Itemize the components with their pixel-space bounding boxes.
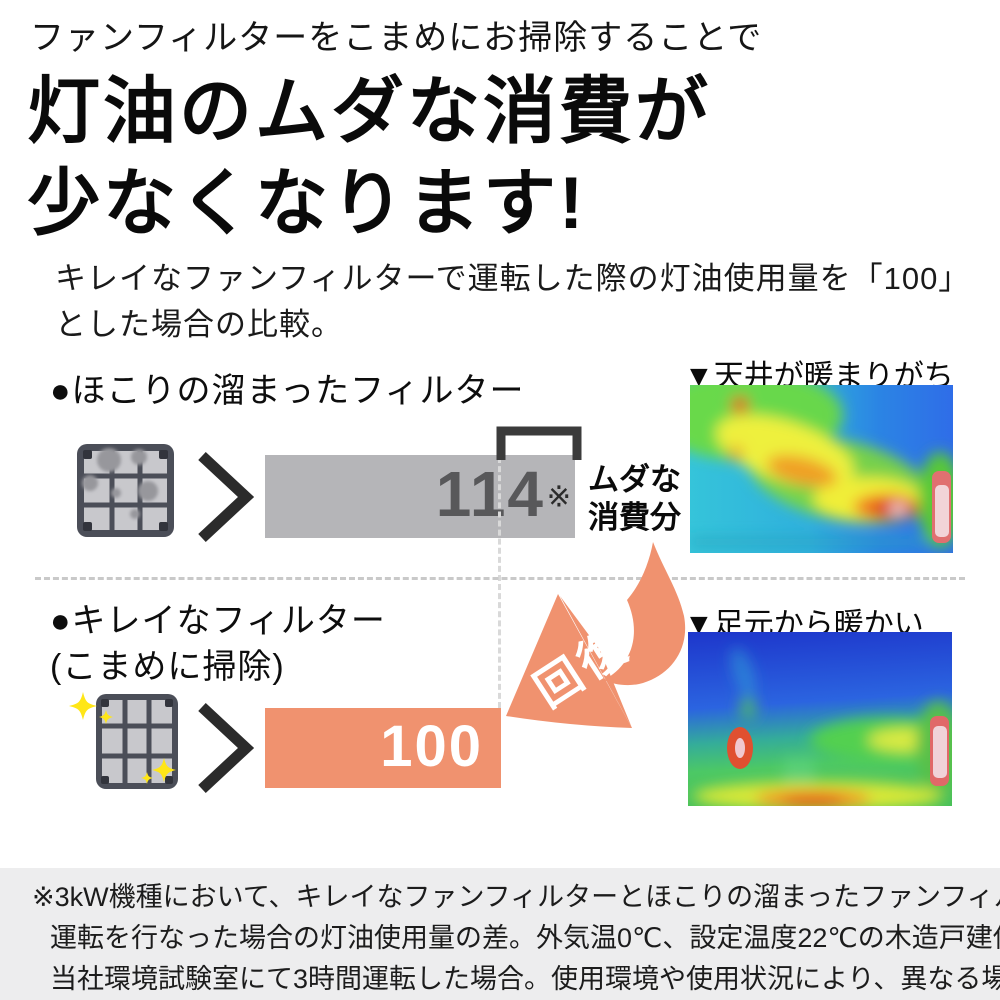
sparkle-icon: [69, 692, 176, 784]
thermal-image-ceiling: [690, 385, 953, 553]
footnote-panel: ※3kW機種において、キレイなファンフィルターとほこりの溜まったファンフィルター…: [0, 868, 1000, 1000]
page-title-line-2: 少なくなります!: [27, 163, 587, 244]
thermal-image-floor: [688, 632, 952, 806]
footnote-line-1: ※3kW機種において、キレイなファンフィルターとほこりの溜まったファンフィルター…: [32, 882, 1000, 912]
chevron-right-icon: [198, 702, 254, 794]
dirty-bar-value: 114: [435, 457, 545, 530]
clean-filter-section-label-line-2: (こまめに掃除): [50, 648, 285, 686]
clean-filter-section-label-line-1: ●キレイなフィルター: [50, 602, 386, 640]
dirty-usage-bar: 114 ※: [265, 455, 575, 538]
description-line-2: とした場合の比較。: [55, 307, 343, 342]
waste-portion-bracket: [496, 426, 582, 460]
description-line-1: キレイなファンフィルターで運転した際の灯油使用量を「100」: [55, 261, 971, 296]
footnote-mark: ※: [546, 481, 571, 513]
clean-usage-bar: 100: [265, 708, 501, 788]
dust-blobs: [82, 448, 158, 519]
chevron-right-icon: [198, 451, 254, 543]
footnote-line-2: 運転を行なった場合の灯油使用量の差。外気温0℃、設定温度22℃の木造戸建住宅6畳…: [50, 923, 1000, 953]
clean-bar-value: 100: [380, 714, 483, 780]
waste-label-line-1: ムダな: [588, 462, 681, 497]
clean-filter-icon: [69, 692, 178, 789]
eyebrow-text: ファンフィルターをこまめにお掃除することで: [30, 19, 763, 57]
dirty-filter-icon: [77, 444, 174, 537]
footnote-line-3: 当社環境試験室にて3時間運転した場合。使用環境や使用状況により、異なる場合があり…: [50, 964, 1000, 994]
baseline-dashed-line: [498, 457, 501, 708]
page-title-line-1: 灯油のムダな消費が: [27, 71, 711, 152]
waste-consumption-label: ムダな 消費分: [588, 461, 681, 537]
waste-label-line-2: 消費分: [588, 500, 681, 535]
section-divider-dashed: [35, 577, 965, 580]
dirty-filter-section-label: ●ほこりの溜まったフィルター: [50, 372, 525, 410]
recovery-arrow: 回復: [506, 542, 686, 728]
